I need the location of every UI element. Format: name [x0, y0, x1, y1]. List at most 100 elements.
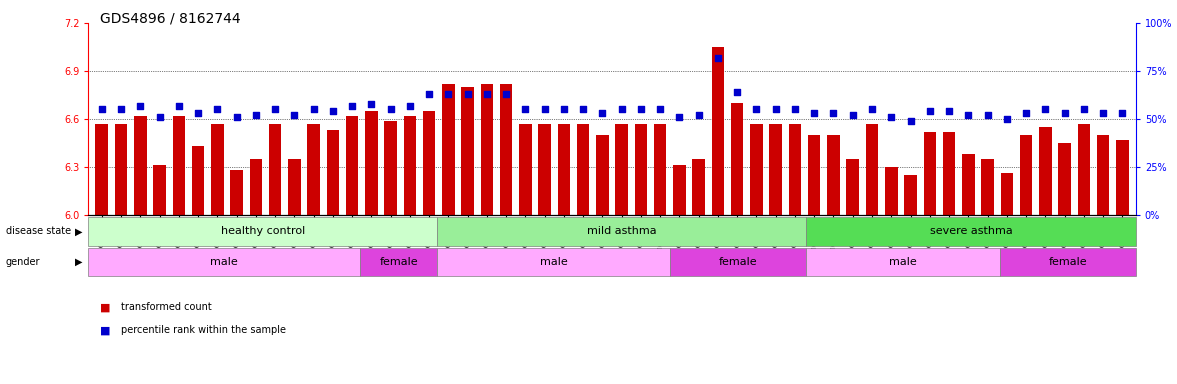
Point — [208, 106, 227, 113]
Point — [1017, 110, 1036, 116]
Bar — [1078, 124, 1090, 215]
Bar — [712, 47, 724, 215]
Text: male: male — [211, 257, 238, 267]
Bar — [326, 130, 339, 215]
Point — [824, 110, 843, 116]
Point — [920, 108, 939, 114]
Bar — [885, 167, 898, 215]
Bar — [577, 124, 590, 215]
Bar — [1000, 174, 1013, 215]
Bar — [789, 124, 802, 215]
Point — [112, 106, 131, 113]
Point — [593, 110, 612, 116]
Text: gender: gender — [6, 257, 40, 267]
Bar — [654, 124, 666, 215]
Point — [420, 91, 439, 97]
Point — [458, 91, 477, 97]
Point — [285, 112, 304, 118]
Bar — [88, 217, 438, 246]
Bar — [211, 124, 224, 215]
Point — [439, 91, 458, 97]
Point — [863, 106, 882, 113]
Point — [632, 106, 651, 113]
Point — [246, 112, 265, 118]
Point — [131, 103, 149, 109]
Bar — [634, 124, 647, 215]
Point — [612, 106, 631, 113]
Bar — [924, 132, 936, 215]
Bar — [173, 116, 185, 215]
Text: ■: ■ — [100, 325, 111, 335]
Text: ▶: ▶ — [75, 257, 82, 267]
Bar — [827, 135, 839, 215]
Bar — [438, 248, 670, 276]
Text: severe asthma: severe asthma — [930, 226, 1012, 237]
Text: male: male — [889, 257, 917, 267]
Point — [651, 106, 670, 113]
Bar — [558, 124, 570, 215]
Bar — [268, 124, 281, 215]
Bar — [438, 217, 806, 246]
Point — [497, 91, 516, 97]
Point — [805, 110, 824, 116]
Bar — [134, 116, 146, 215]
Bar — [404, 116, 417, 215]
Text: female: female — [1049, 257, 1088, 267]
Bar — [846, 159, 859, 215]
Point — [343, 103, 361, 109]
Point — [1113, 110, 1132, 116]
Bar — [231, 170, 242, 215]
Text: male: male — [540, 257, 567, 267]
Text: ▶: ▶ — [75, 226, 82, 237]
Point — [1036, 106, 1055, 113]
Point — [785, 106, 804, 113]
Point — [92, 106, 111, 113]
Text: female: female — [719, 257, 758, 267]
Bar — [866, 124, 878, 215]
Point — [902, 118, 920, 124]
Bar — [1097, 135, 1110, 215]
Bar — [807, 135, 820, 215]
Bar — [360, 248, 438, 276]
Bar — [806, 248, 1000, 276]
Point — [151, 114, 169, 120]
Bar — [519, 124, 532, 215]
Bar — [500, 84, 512, 215]
Point — [227, 114, 246, 120]
Point — [1055, 110, 1073, 116]
Point — [573, 106, 592, 113]
Bar — [443, 84, 454, 215]
Bar — [307, 124, 320, 215]
Point — [709, 55, 727, 61]
Bar — [1116, 140, 1129, 215]
Point — [727, 89, 746, 95]
Point — [959, 112, 978, 118]
Bar — [770, 124, 782, 215]
Bar — [943, 132, 956, 215]
Point — [939, 108, 958, 114]
Bar — [288, 159, 300, 215]
Bar — [962, 154, 975, 215]
Point — [381, 106, 400, 113]
Bar — [1019, 135, 1032, 215]
Bar — [346, 116, 358, 215]
Point — [747, 106, 766, 113]
Bar — [95, 124, 108, 215]
Point — [188, 110, 207, 116]
Bar — [806, 217, 1136, 246]
Point — [554, 106, 573, 113]
Bar — [192, 146, 205, 215]
Bar — [1000, 248, 1136, 276]
Point — [997, 116, 1016, 122]
Point — [670, 114, 689, 120]
Point — [766, 106, 785, 113]
Bar — [88, 248, 360, 276]
Point — [516, 106, 534, 113]
Bar — [461, 87, 474, 215]
Text: ■: ■ — [100, 302, 111, 312]
Bar — [538, 124, 551, 215]
Point — [361, 101, 380, 107]
Bar — [750, 124, 763, 215]
Bar — [597, 135, 609, 215]
Bar — [385, 121, 397, 215]
